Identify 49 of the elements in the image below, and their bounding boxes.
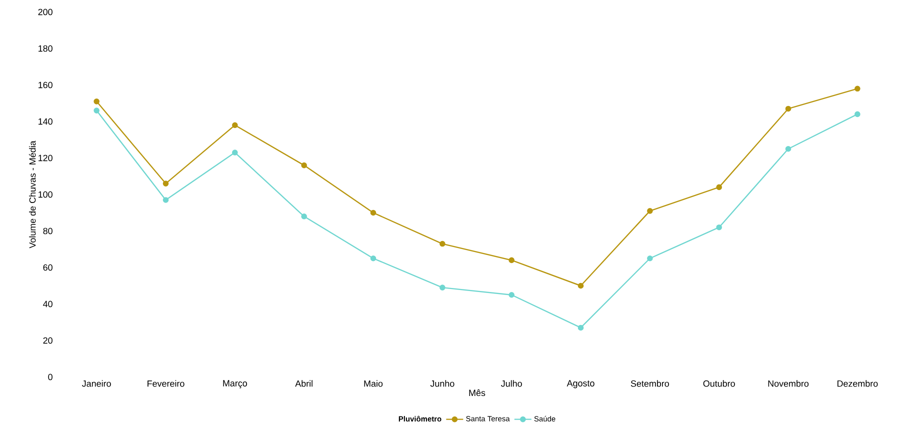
y-tick-label: 100: [38, 191, 52, 198]
x-tick-label: Setembro: [630, 380, 669, 387]
y-tick-label: 120: [38, 154, 52, 162]
point: [508, 292, 514, 298]
point: [578, 324, 584, 331]
x-tick-label: Junho: [430, 380, 454, 387]
point: [232, 122, 238, 128]
y-tick-label: 0: [48, 374, 52, 380]
x-tick-label: Julho: [501, 380, 522, 387]
point: [647, 255, 653, 262]
point: [785, 146, 792, 152]
y-tick-label: 40: [43, 300, 52, 308]
x-tick-label: Março: [223, 380, 247, 388]
point: [162, 180, 169, 186]
point: [440, 284, 446, 290]
x-tick-label: Abril: [295, 380, 312, 387]
y-tick-label: 20: [43, 337, 52, 344]
y-tick-label: 60: [43, 264, 52, 271]
point: [854, 111, 860, 118]
point: [647, 208, 653, 214]
point: [578, 282, 584, 289]
y-tick-label: 140: [38, 118, 52, 125]
y-axis-title: Volume de Chuvas - Média: [28, 140, 36, 248]
point: [440, 240, 446, 247]
point: [94, 108, 100, 114]
point: [854, 86, 860, 92]
point: [232, 150, 238, 156]
x-tick-label: Novembro: [768, 380, 809, 387]
y-tick-label: 180: [38, 45, 52, 52]
x-tick-label: Outubro: [703, 380, 735, 387]
point: [716, 184, 722, 190]
x-axis-title: Mês: [469, 389, 486, 396]
point: [370, 210, 376, 216]
point: [162, 197, 169, 203]
point: [716, 224, 722, 230]
point: [508, 257, 514, 264]
y-tick-label: 200: [38, 8, 52, 16]
x-tick-label: Janeiro: [82, 380, 111, 387]
x-tick-label: Dezembro: [837, 380, 878, 387]
point: [301, 214, 307, 220]
point: [370, 255, 376, 262]
y-tick-label: 160: [38, 82, 52, 88]
y-tick-label: 80: [43, 228, 52, 234]
point: [785, 106, 792, 112]
x-tick-label: Fevereiro: [148, 380, 184, 387]
x-tick-label: Maio: [364, 380, 383, 387]
x-tick-label: Agosto: [566, 380, 594, 388]
point: [301, 162, 307, 168]
point: [94, 98, 100, 104]
